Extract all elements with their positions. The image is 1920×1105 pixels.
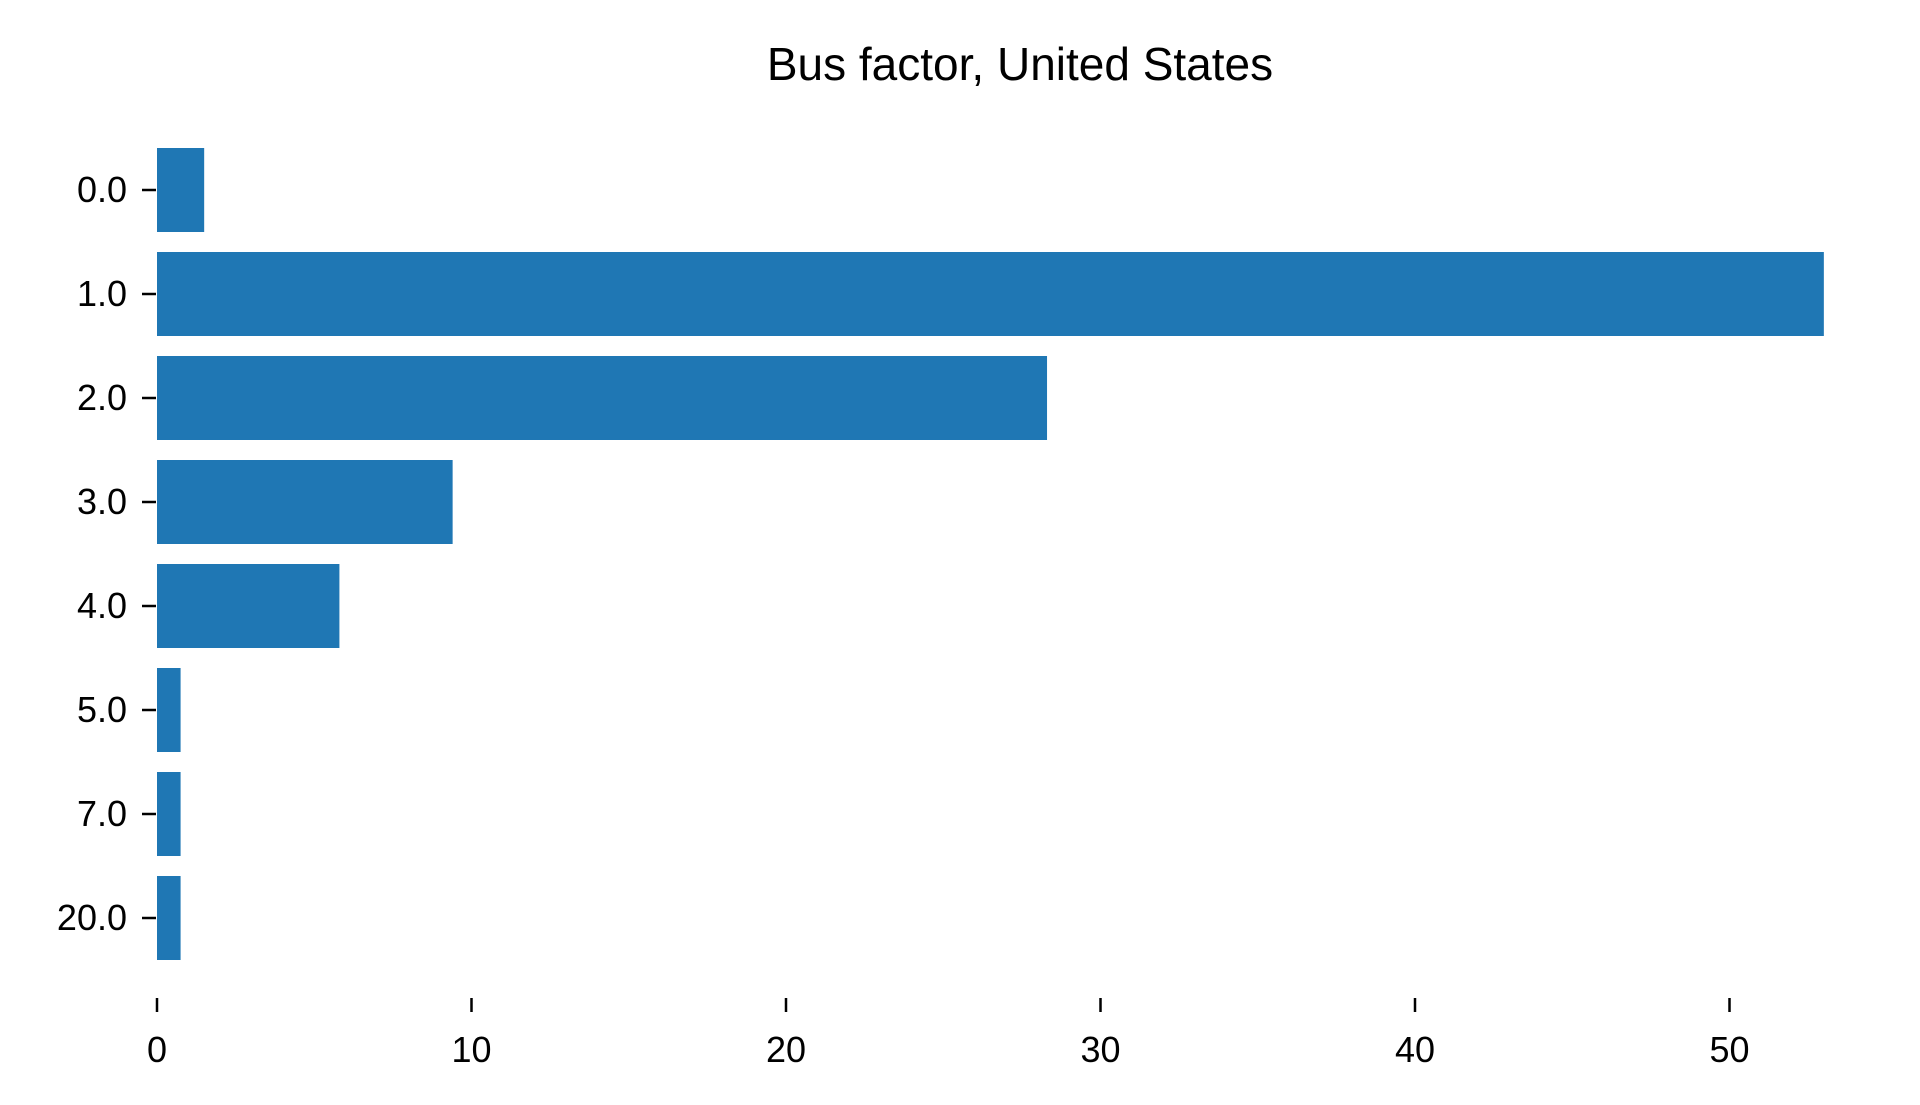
y-axis: 0.0 1.0 2.0 3.0 4.0 5.0 7.0 20.0 bbox=[57, 169, 156, 938]
x-tick-label: 10 bbox=[451, 1029, 491, 1070]
y-tick-label: 4.0 bbox=[77, 585, 127, 626]
x-tick-label: 40 bbox=[1395, 1029, 1435, 1070]
chart-title: Bus factor, United States bbox=[767, 38, 1273, 90]
y-tick-label: 20.0 bbox=[57, 897, 127, 938]
y-tick-label: 1.0 bbox=[77, 273, 127, 314]
y-tick-label: 3.0 bbox=[77, 481, 127, 522]
y-tick-label: 2.0 bbox=[77, 377, 127, 418]
bar-2.0 bbox=[157, 356, 1048, 440]
y-tick-label: 7.0 bbox=[77, 793, 127, 834]
bar-1.0 bbox=[157, 252, 1824, 336]
bar-20.0 bbox=[157, 876, 181, 960]
bar-3.0 bbox=[157, 460, 453, 544]
x-tick-label: 30 bbox=[1080, 1029, 1120, 1070]
bar-4.0 bbox=[157, 564, 340, 648]
y-tick-label: 5.0 bbox=[77, 689, 127, 730]
bars-group bbox=[157, 148, 1824, 960]
x-tick-label: 0 bbox=[147, 1029, 167, 1070]
x-tick-label: 50 bbox=[1709, 1029, 1749, 1070]
x-axis: 0 10 20 30 40 50 bbox=[147, 998, 1750, 1070]
x-tick-label: 20 bbox=[766, 1029, 806, 1070]
bar-7.0 bbox=[157, 772, 181, 856]
bar-0.0 bbox=[157, 148, 205, 232]
y-tick-label: 0.0 bbox=[77, 169, 127, 210]
bar-5.0 bbox=[157, 668, 181, 752]
